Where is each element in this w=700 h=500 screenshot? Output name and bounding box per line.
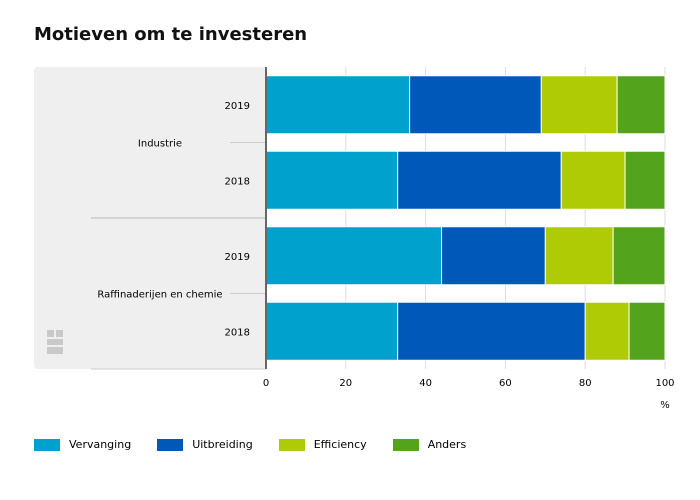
year-label: 2019: [225, 252, 250, 263]
bar-uitbreiding-3: [441, 226, 546, 286]
x-tick-label: 60: [499, 378, 512, 389]
legend-label: Efficiency: [313, 438, 367, 451]
year-label: 2018: [225, 176, 250, 187]
x-axis-unit-label: %: [660, 400, 670, 411]
x-tick-label: 40: [419, 378, 432, 389]
x-tick-label: 0: [263, 378, 269, 389]
bar-efficiency-2: [560, 150, 626, 210]
bar-uitbreiding-1: [409, 75, 542, 135]
bars: [265, 75, 666, 361]
legend-swatch: [34, 438, 60, 451]
cbs-logo-icon: [47, 330, 63, 354]
bar-uitbreiding-2: [397, 150, 562, 210]
bar-anders-2: [624, 150, 666, 210]
bar-uitbreiding-4: [397, 301, 586, 361]
group-label: Industrie: [138, 139, 182, 150]
bar-anders-3: [612, 226, 666, 286]
legend-label: Anders: [427, 438, 467, 451]
bar-anders-1: [616, 75, 666, 135]
group-label: Raffinaderijen en chemie: [97, 290, 222, 301]
legend-item-uitbreiding[interactable]: Uitbreiding: [157, 438, 253, 451]
bar-vervanging-4: [265, 301, 399, 361]
row-labels: 2019 2018 Industrie 2019 2018 Raffinaderijen …: [91, 101, 266, 370]
x-tick-label: 100: [655, 378, 674, 389]
bar-vervanging-1: [265, 75, 411, 135]
bar-vervanging-2: [265, 150, 399, 210]
bar-efficiency-3: [544, 226, 614, 286]
chart-title: Motieven om te investeren: [34, 24, 308, 45]
year-label: 2019: [225, 101, 250, 112]
legend-swatch: [278, 438, 305, 451]
bar-chart: 2019 2018 Industrie 2019 2018 Raffinaderijen …: [34, 67, 675, 411]
legend-swatch: [392, 438, 419, 451]
legend-swatch: [157, 438, 184, 451]
legend-item-anders[interactable]: Anders: [392, 438, 467, 451]
bar-vervanging-3: [265, 226, 443, 286]
legend-item-vervanging[interactable]: Vervanging: [34, 438, 131, 451]
x-tick-label: 80: [579, 378, 592, 389]
legend-item-efficiency[interactable]: Efficiency: [278, 438, 367, 451]
x-tick-label: 20: [339, 378, 352, 389]
legend-label: Uitbreiding: [192, 438, 253, 451]
legend: Vervanging Uitbreiding Efficiency Anders: [34, 438, 492, 451]
x-axis: 0 20 40 60 80 100: [263, 67, 675, 389]
bar-efficiency-1: [540, 75, 618, 135]
bar-anders-4: [628, 301, 666, 361]
legend-label: Vervanging: [69, 438, 132, 451]
year-label: 2018: [225, 327, 250, 338]
bar-efficiency-4: [584, 301, 630, 361]
